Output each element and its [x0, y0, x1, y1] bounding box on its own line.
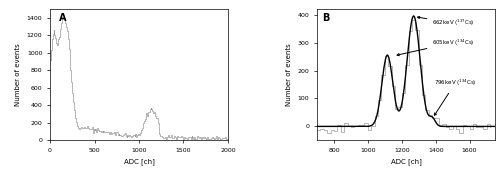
Text: 662keV ($^{137}$Cs): 662keV ($^{137}$Cs) — [418, 16, 475, 28]
Y-axis label: Number of events: Number of events — [15, 43, 21, 106]
Y-axis label: Number of events: Number of events — [286, 43, 292, 106]
Text: 796keV ($^{134}$Cs): 796keV ($^{134}$Cs) — [434, 78, 476, 115]
Text: B: B — [322, 13, 330, 23]
Text: A: A — [59, 13, 66, 23]
X-axis label: ADC [ch]: ADC [ch] — [124, 159, 154, 165]
X-axis label: ADC [ch]: ADC [ch] — [390, 159, 422, 165]
Text: 605keV ($^{134}$Cs): 605keV ($^{134}$Cs) — [397, 37, 475, 56]
